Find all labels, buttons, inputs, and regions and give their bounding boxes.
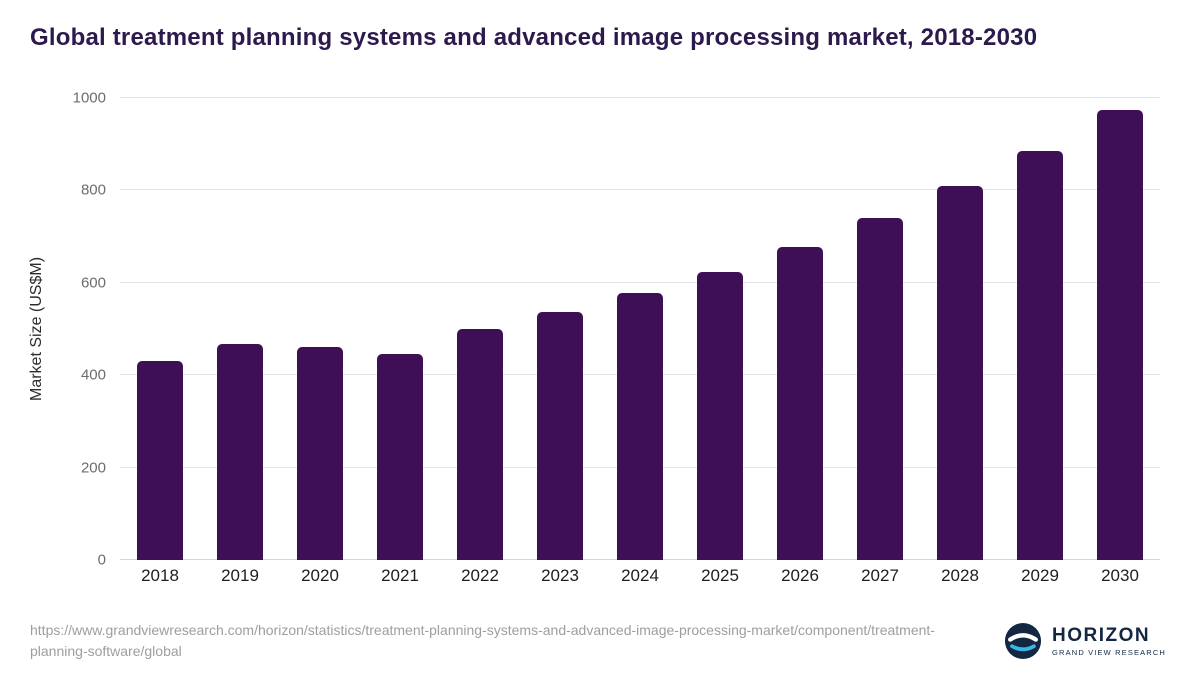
y-tick-label: 0 bbox=[97, 551, 106, 569]
y-axis-title: Market Size (US$M) bbox=[28, 256, 45, 402]
bar-slot bbox=[760, 98, 840, 560]
bar-slot bbox=[440, 98, 520, 560]
y-tick-label: 400 bbox=[80, 366, 106, 384]
bar-2023 bbox=[537, 311, 583, 560]
horizon-logo: HORIZON GRAND VIEW RESEARCH bbox=[1004, 622, 1166, 660]
logo-text: HORIZON GRAND VIEW RESEARCH bbox=[1052, 624, 1166, 657]
gridline bbox=[120, 189, 1160, 191]
x-axis: 2018 2019 2020 2021 2022 2023 2024 2025 2026 2027… bbox=[120, 566, 1160, 586]
source-url: https://www.grandviewresearch.com/horizo… bbox=[30, 621, 935, 660]
bar-slot bbox=[1000, 98, 1080, 560]
page-title: Global treatment planning systems and ad… bbox=[30, 24, 1038, 51]
bar-2024 bbox=[617, 292, 663, 560]
x-tick-label: 2018 bbox=[141, 566, 179, 585]
bar-2018 bbox=[137, 361, 183, 560]
bar-2030 bbox=[1097, 109, 1143, 560]
bars-row bbox=[120, 98, 1160, 560]
bar-slot bbox=[120, 98, 200, 560]
bar-slot bbox=[680, 98, 760, 560]
bar-slot bbox=[280, 98, 360, 560]
logo-subtitle: GRAND VIEW RESEARCH bbox=[1052, 647, 1166, 657]
horizon-logo-icon bbox=[1004, 623, 1042, 660]
bar-slot bbox=[840, 98, 920, 560]
bar-slot bbox=[200, 98, 280, 560]
bar-slot bbox=[520, 98, 600, 560]
bar-2021 bbox=[377, 353, 423, 560]
bar-2026 bbox=[777, 246, 823, 560]
x-tick-label: 2023 bbox=[541, 566, 579, 585]
bar-slot bbox=[360, 98, 440, 560]
y-tick-label: 600 bbox=[80, 274, 106, 292]
footer: https://www.grandviewresearch.com/horizo… bbox=[30, 620, 1166, 663]
x-tick-label: 2026 bbox=[781, 566, 819, 585]
bar-2022 bbox=[457, 329, 503, 560]
x-tick-label: 2021 bbox=[381, 566, 419, 585]
bar-slot bbox=[600, 98, 680, 560]
x-tick-label: 2022 bbox=[461, 566, 499, 585]
bar-2020 bbox=[297, 347, 343, 560]
bar-2019 bbox=[217, 343, 263, 560]
x-tick-label: 2025 bbox=[701, 566, 739, 585]
gridline bbox=[120, 97, 1160, 98]
x-tick-label: 2028 bbox=[941, 566, 979, 585]
x-tick-label: 2024 bbox=[621, 566, 659, 585]
bar-2028 bbox=[937, 185, 983, 560]
x-tick-label: 2030 bbox=[1101, 566, 1139, 585]
y-tick-label: 1000 bbox=[72, 89, 106, 107]
x-tick-label: 2029 bbox=[1021, 566, 1059, 585]
x-tick-label: 2027 bbox=[861, 566, 899, 585]
logo-name: HORIZON bbox=[1052, 624, 1151, 646]
plot-area: 0 200 400 600 800 1000 bbox=[73, 90, 1160, 569]
x-tick-label: 2019 bbox=[221, 566, 259, 585]
bar-2027 bbox=[857, 218, 903, 560]
x-tick-label: 2020 bbox=[301, 566, 339, 585]
gridline bbox=[120, 281, 1160, 283]
bar-slot bbox=[1080, 98, 1160, 560]
y-tick-label: 800 bbox=[80, 181, 106, 199]
y-tick-label: 200 bbox=[80, 459, 106, 477]
bar-slot bbox=[920, 98, 1000, 560]
bar-2025 bbox=[697, 271, 743, 560]
bar-2029 bbox=[1017, 151, 1063, 560]
